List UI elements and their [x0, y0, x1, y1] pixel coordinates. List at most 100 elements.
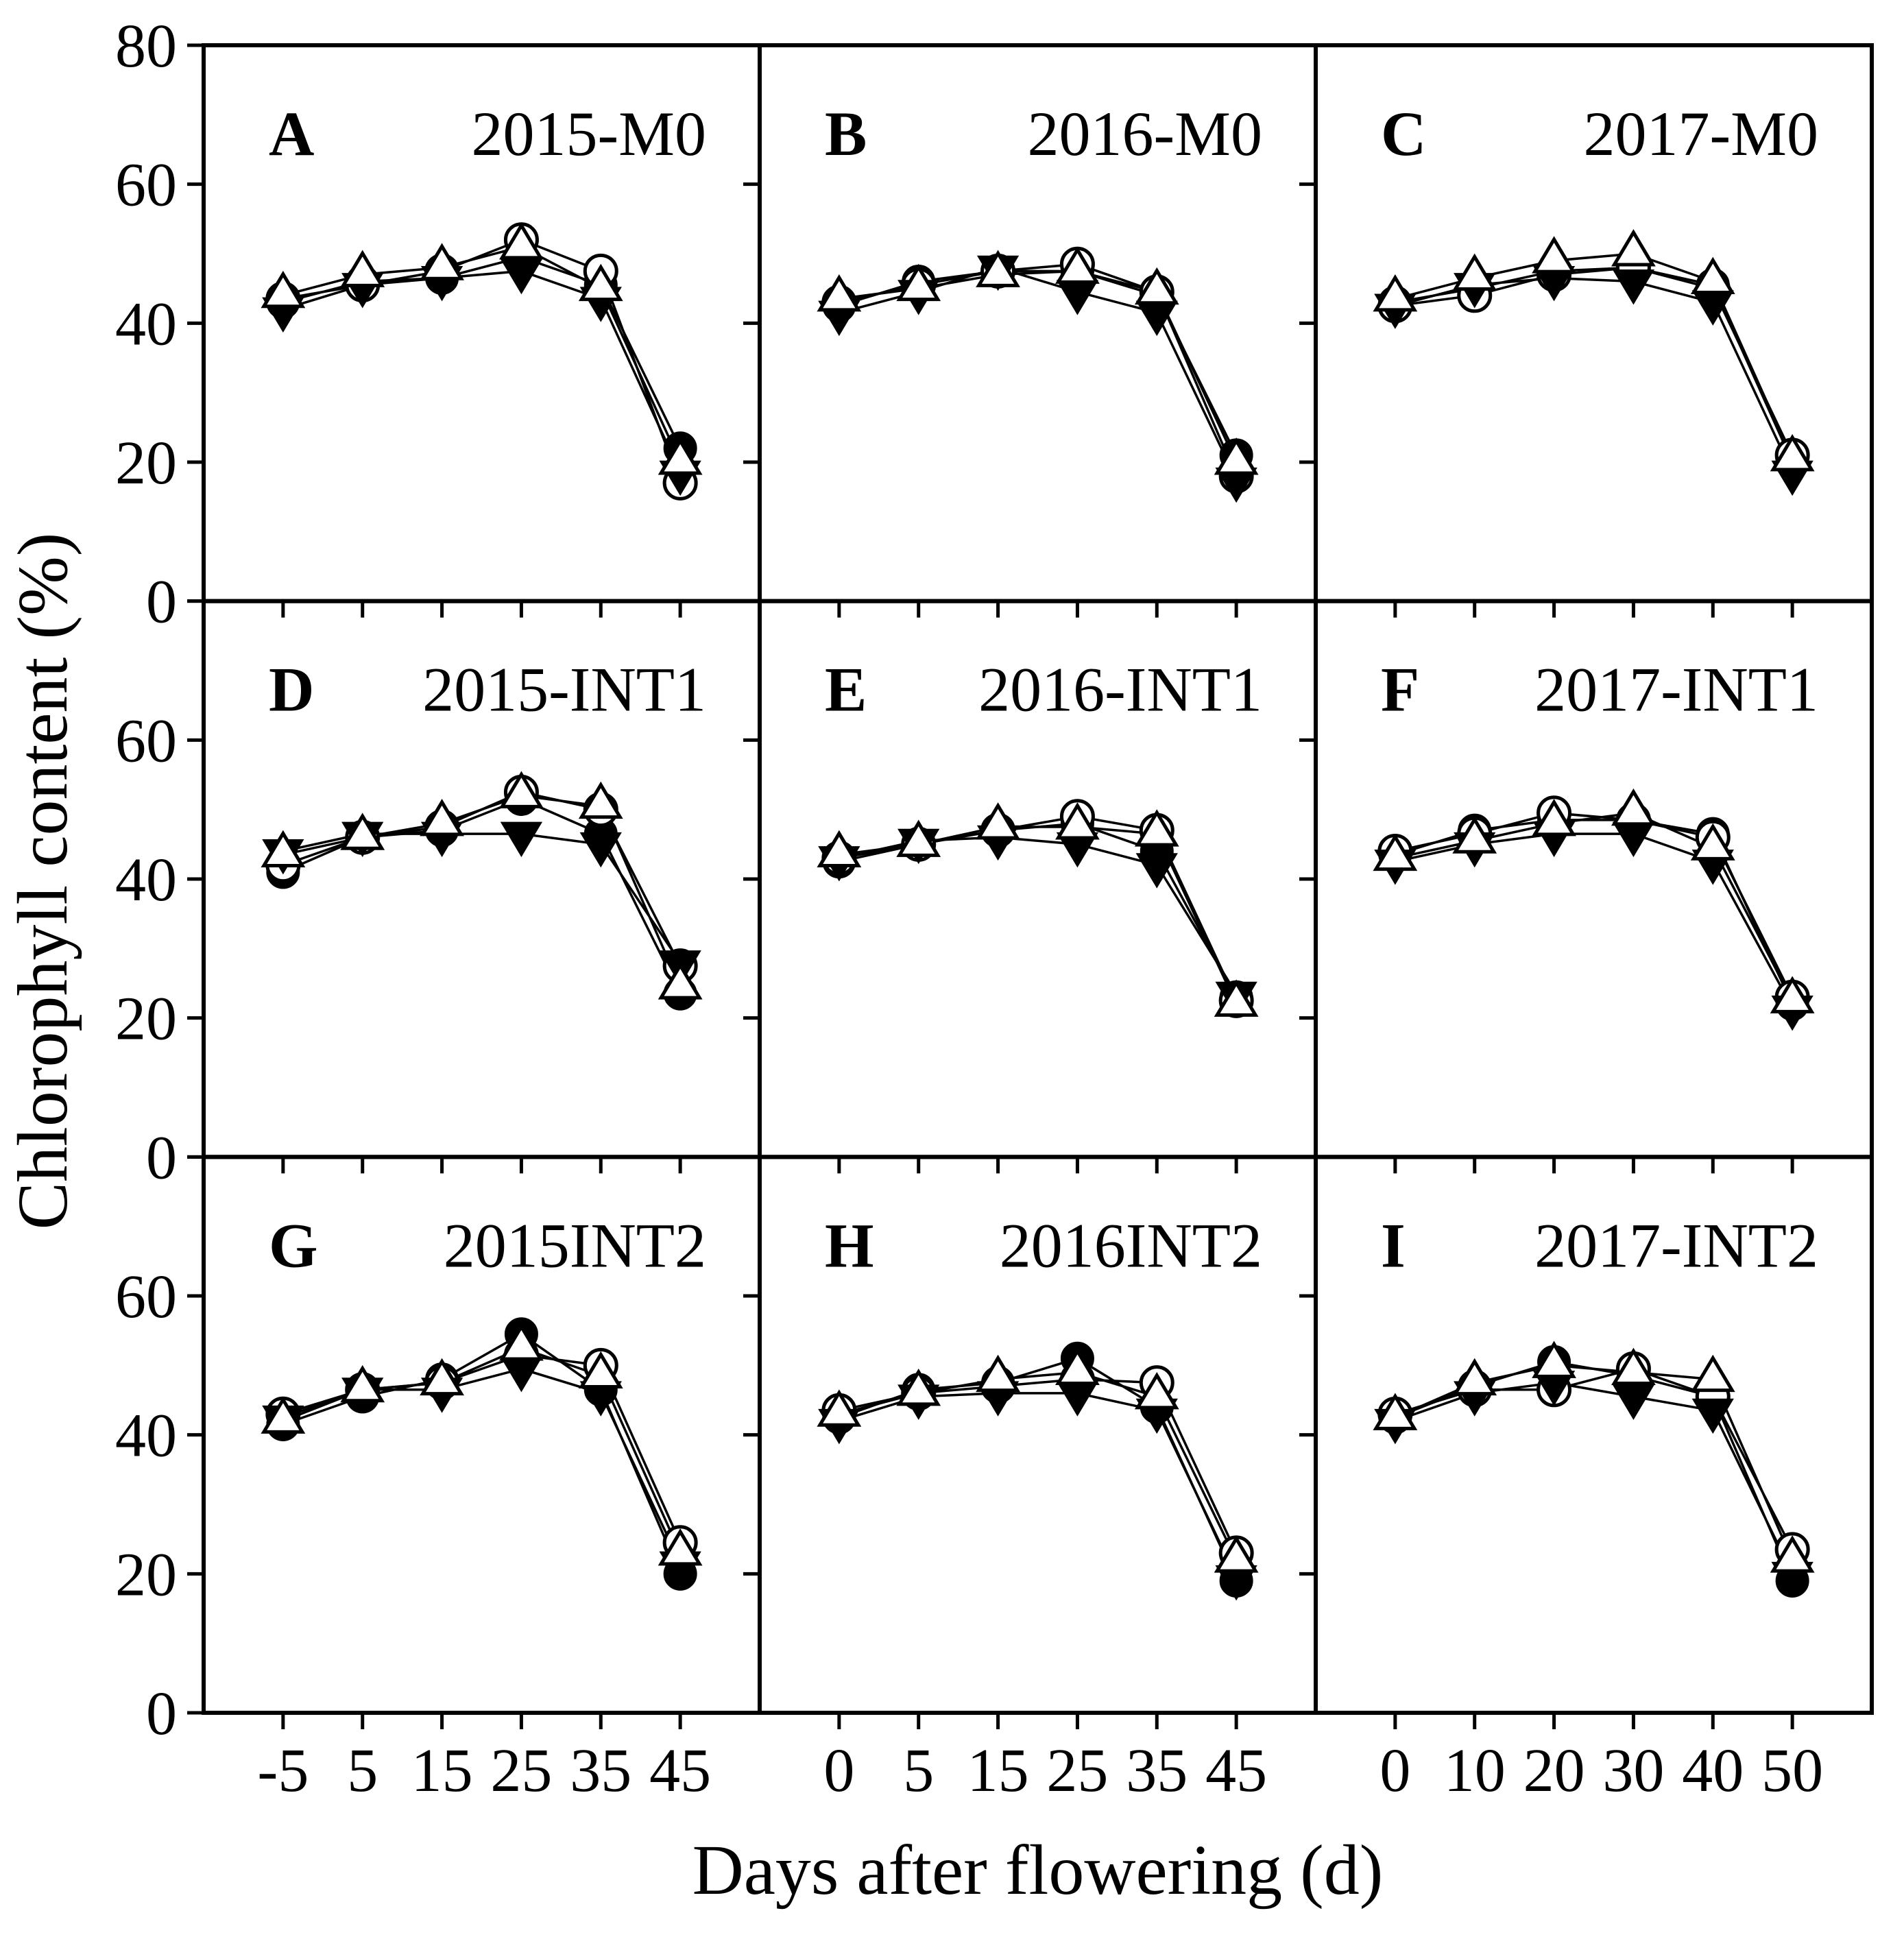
marker-open-triangle-up: [1373, 1393, 1418, 1430]
marker-open-triangle-up: [1452, 253, 1497, 291]
panel-title-G: 2015INT2: [444, 1210, 706, 1280]
marker-open-triangle-up: [896, 1368, 941, 1406]
marker-open-triangle-up: [1690, 256, 1735, 295]
series-line-filled-triangle-down: [839, 836, 1238, 995]
marker-open-triangle-up: [1452, 1358, 1497, 1396]
series-line-filled-triangle-down: [1395, 1381, 1794, 1575]
series-line-open-circle: [1395, 1367, 1794, 1550]
marker-filled-triangle-down: [500, 821, 543, 858]
marker-open-triangle-up: [1611, 788, 1656, 826]
panel-title-A: 2015-M0: [472, 99, 706, 169]
x-tick-label: 35: [570, 1737, 631, 1805]
y-tick-label: 80: [115, 12, 177, 80]
y-tick-label: 40: [115, 846, 177, 914]
panel-title-B: 2016-M0: [1028, 99, 1262, 169]
x-tick-label: 5: [347, 1737, 378, 1805]
y-axis-title: Chlorophyll content (%): [3, 532, 82, 1230]
series-line-filled-circle: [282, 797, 682, 994]
panel-title-D: 2015-INT1: [422, 655, 706, 725]
panel-letter-E: E: [825, 655, 867, 725]
y-tick-label: 40: [115, 1402, 177, 1470]
marker-open-triangle-up: [261, 830, 306, 868]
x-tick-label: 30: [1602, 1737, 1664, 1805]
x-axis-title: Days after flowering (d): [692, 1831, 1384, 1910]
marker-open-triangle-up: [1532, 1340, 1576, 1378]
y-tick-label: 20: [115, 985, 177, 1053]
x-tick-label: 5: [903, 1737, 934, 1805]
marker-open-triangle-up: [578, 781, 623, 819]
x-tick-label: 25: [490, 1737, 552, 1805]
x-tick-label: 0: [1379, 1737, 1410, 1805]
marker-open-triangle-up: [1611, 1347, 1656, 1385]
series-line-filled-triangle-down: [839, 1392, 1238, 1578]
marker-open-triangle-up: [499, 221, 544, 260]
panel-letter-F: F: [1381, 655, 1419, 725]
x-tick-label: 25: [1046, 1737, 1108, 1805]
marker-open-triangle-up: [1214, 979, 1259, 1017]
marker-filled-triangle-down: [1056, 1381, 1099, 1417]
y-tick-label: 0: [146, 1680, 177, 1748]
series-line-filled-circle: [839, 822, 1238, 998]
y-tick-label: 0: [146, 1124, 177, 1192]
marker-filled-triangle-down: [500, 258, 543, 295]
series-line-open-circle: [1395, 811, 1794, 998]
panel-letter-H: H: [825, 1210, 874, 1280]
series-line-filled-triangle-down: [1395, 276, 1794, 473]
marker-filled-triangle-down: [1612, 269, 1655, 305]
series-line-filled-circle: [839, 1357, 1238, 1582]
marker-open-triangle-up: [1770, 1535, 1815, 1573]
panel-letter-C: C: [1381, 99, 1426, 169]
marker-open-triangle-up: [1373, 274, 1418, 312]
marker-open-triangle-up: [1770, 976, 1815, 1013]
series-line-open-circle: [282, 238, 682, 484]
marker-open-triangle-up: [658, 1528, 703, 1566]
x-tick-label: 15: [967, 1737, 1029, 1805]
x-tick-label: 45: [649, 1737, 711, 1805]
x-tick-label: 15: [411, 1737, 473, 1805]
marker-open-triangle-up: [499, 771, 544, 808]
marker-open-triangle-up: [1055, 802, 1100, 840]
marker-filled-triangle-down: [1135, 853, 1178, 889]
marker-open-triangle-up: [976, 250, 1020, 287]
series-line-filled-triangle-down: [282, 269, 682, 473]
panel-title-C: 2017-M0: [1584, 99, 1818, 169]
x-tick-label: -5: [257, 1737, 309, 1805]
y-tick-label: 20: [115, 1541, 177, 1609]
series-line-open-circle: [1395, 266, 1794, 456]
x-tick-label: 0: [823, 1737, 854, 1805]
marker-open-triangle-up: [261, 1396, 306, 1434]
y-tick-label: 40: [115, 290, 177, 358]
marker-open-triangle-up: [1532, 799, 1576, 837]
panel-letter-G: G: [269, 1210, 318, 1280]
marker-open-triangle-up: [261, 270, 306, 309]
panel-letter-I: I: [1381, 1210, 1406, 1280]
marker-open-triangle-up: [1214, 437, 1259, 475]
series-line-filled-circle: [1395, 266, 1794, 463]
marker-open-triangle-up: [578, 1351, 623, 1389]
marker-open-triangle-up: [976, 1354, 1020, 1393]
marker-open-triangle-up: [1452, 816, 1497, 854]
marker-open-triangle-up: [1055, 1347, 1100, 1385]
marker-open-triangle-up: [1134, 1372, 1179, 1410]
marker-open-triangle-up: [658, 437, 703, 475]
marker-filled-triangle-down: [1056, 280, 1099, 315]
panel-title-F: 2017-INT1: [1534, 655, 1818, 725]
marker-filled-triangle-down: [1691, 1398, 1734, 1434]
y-tick-label: 20: [115, 429, 177, 497]
x-tick-label: 35: [1126, 1737, 1188, 1805]
marker-open-triangle-up: [817, 1389, 862, 1427]
series-line-open-triangle-up: [282, 245, 682, 463]
y-tick-label: 60: [115, 152, 177, 219]
marker-open-triangle-up: [1055, 246, 1100, 284]
marker-open-triangle-up: [976, 802, 1020, 840]
y-tick-label: 60: [115, 707, 177, 775]
marker-open-triangle-up: [817, 274, 862, 312]
marker-open-triangle-up: [1214, 1535, 1259, 1573]
marker-open-triangle-up: [420, 243, 464, 280]
panel-title-H: 2016INT2: [1000, 1210, 1262, 1280]
marker-open-triangle-up: [499, 1323, 544, 1361]
x-tick-label: 10: [1444, 1737, 1506, 1805]
series-line-open-triangle-up: [1395, 252, 1794, 459]
y-tick-label: 60: [115, 1263, 177, 1331]
series-line-open-triangle-up: [1395, 811, 1794, 1002]
